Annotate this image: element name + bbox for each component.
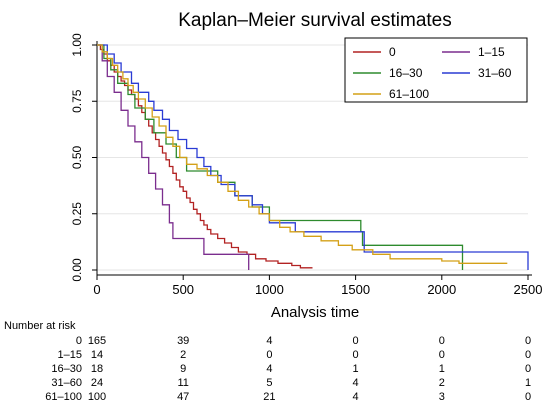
- risk-count: 4: [266, 363, 273, 375]
- x-tick-label: 0: [93, 282, 100, 297]
- risk-count: 11: [177, 377, 189, 389]
- risk-count: 9: [180, 363, 187, 375]
- risk-row-label: 31–60: [51, 377, 82, 389]
- x-tick-label: 1500: [341, 282, 370, 297]
- y-tick-label: 0.75: [70, 89, 84, 113]
- risk-count: 2: [180, 349, 187, 361]
- risk-count: 165: [87, 335, 107, 347]
- risk-count: 0: [352, 335, 359, 347]
- survival-curves: [97, 44, 529, 270]
- survival-curve-2: [97, 44, 464, 270]
- legend-label: 61–100: [389, 87, 429, 101]
- risk-count: 4: [352, 391, 359, 403]
- risk-count: 0: [524, 363, 532, 375]
- survival-curve-0: [97, 44, 313, 269]
- risk-count: 4: [352, 377, 359, 389]
- risk-count: 0: [524, 349, 532, 361]
- risk-count: 0: [438, 349, 445, 361]
- risk-row-label: 0: [75, 335, 82, 347]
- y-tick-label: 0.00: [70, 258, 84, 282]
- risk-count: 3: [438, 391, 445, 403]
- risk-count: 18: [90, 363, 104, 375]
- risk-count: 1: [352, 363, 359, 375]
- x-tick-label: 500: [172, 282, 194, 297]
- chart-title: Kaplan–Meier survival estimates: [178, 10, 452, 31]
- risk-count: 39: [177, 335, 190, 347]
- y-tick-label: 1.00: [70, 33, 84, 57]
- legend: 0 1–15 16–30 31–60 61–100: [344, 37, 528, 103]
- risk-row-label: 16–30: [51, 363, 82, 375]
- x-axis-label: Analysis time: [271, 304, 359, 318]
- risk-count: 0: [524, 335, 532, 347]
- x-tick-label: 1000: [255, 282, 284, 297]
- legend-label: 31–60: [478, 66, 512, 80]
- legend-label: 16–30: [389, 66, 423, 80]
- survival-curve-1: [97, 44, 250, 270]
- y-tick-label: 0.50: [70, 145, 84, 169]
- risk-count: 21: [263, 391, 276, 403]
- x-tick-label: 2000: [427, 282, 456, 297]
- risk-count: 14: [90, 349, 104, 361]
- legend-label: 1–15: [478, 45, 505, 59]
- survival-curve-4: [97, 44, 508, 264]
- risk-count: 0: [438, 335, 445, 347]
- risk-count: 24: [90, 377, 104, 389]
- risk-count: 2: [438, 377, 445, 389]
- risk-count: 100: [87, 391, 107, 403]
- risk-row-label: 61–100: [45, 391, 82, 403]
- risk-count: 0: [352, 349, 359, 361]
- risk-count: 47: [177, 391, 190, 403]
- risk-count: 5: [266, 377, 273, 389]
- axes: 0.00 0.25 0.50 0.75 1.00 0 500 1000 1500 2000 2500: [70, 33, 542, 297]
- risk-count: 4: [266, 335, 273, 347]
- x-tick-label: 2500: [514, 282, 543, 297]
- risk-count: 0: [266, 349, 273, 361]
- risk-count: 1: [524, 377, 532, 389]
- risk-table-title: Number at risk: [4, 320, 76, 332]
- risk-count: 1: [438, 363, 445, 375]
- risk-count: 0: [524, 391, 532, 403]
- risk-row-label: 1–15: [57, 349, 82, 361]
- km-chart: Kaplan–Meier survival estimates 0.00 0.25…: [70, 10, 542, 318]
- legend-box: [344, 37, 528, 103]
- number-at-risk-table: Number at risk 0 165 39 4 0 0 0 1–15 14 2 0 0 0 0 16–3…: [0, 318, 550, 403]
- y-tick-label: 0.25: [70, 202, 84, 226]
- legend-label: 0: [389, 45, 396, 59]
